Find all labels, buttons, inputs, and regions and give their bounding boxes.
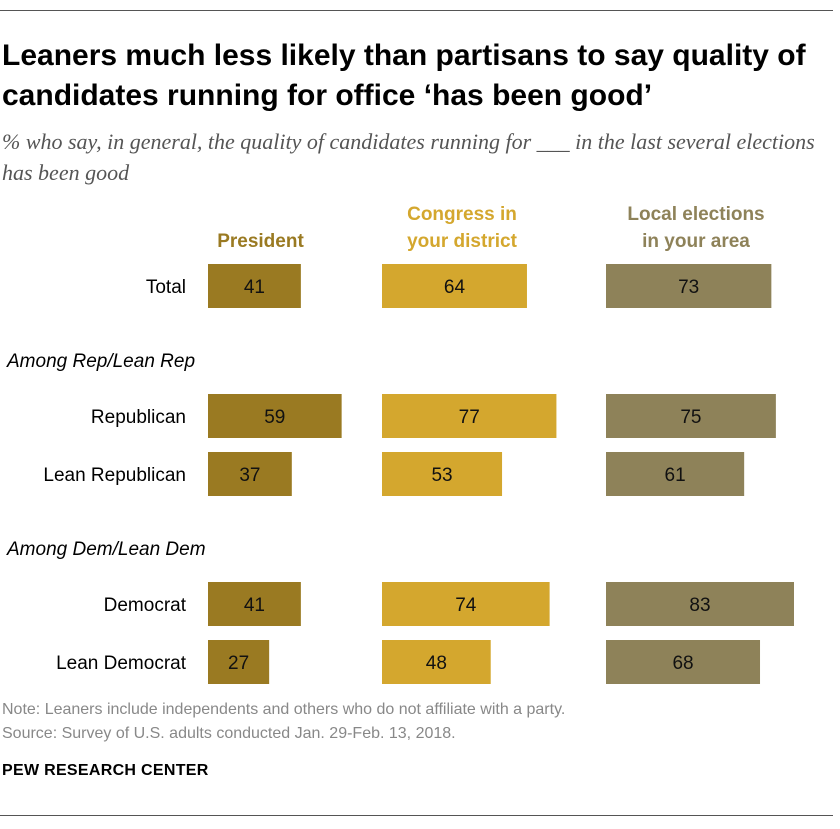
chart-title: Leaners much less likely than partisans … — [2, 39, 806, 112]
group-label-among-rep-lean-rep: Among Rep/Lean Rep — [6, 351, 195, 372]
category-label-republican: Republican — [91, 407, 186, 428]
bar-congress-in-your-district-lean-democrat — [382, 640, 491, 684]
legend-local-elections-in-your-area-line-2: in your area — [642, 231, 750, 252]
bar-congress-in-your-district-lean-republican — [382, 452, 503, 496]
bar-local-elections-in-your-area-democrat — [606, 582, 794, 626]
bar-congress-in-your-district-democrat — [382, 582, 550, 626]
legend-president-line-1: President — [217, 231, 304, 252]
category-label-lean-republican: Lean Republican — [43, 465, 186, 486]
data-label-local-elections-in-your-area-lean-republican: 61 — [665, 465, 686, 486]
data-label-president-republican: 59 — [264, 407, 285, 428]
data-label-president-total: 41 — [244, 277, 265, 298]
bar-local-elections-in-your-area-lean-republican — [606, 452, 745, 496]
data-label-president-lean-republican: 37 — [239, 465, 260, 486]
legend-congress-in-your-district-line-1: Congress in — [407, 204, 517, 225]
category-label-lean-democrat: Lean Democrat — [56, 653, 187, 674]
pew-logo-text: PEW RESEARCH CENTER — [2, 762, 209, 779]
bar-local-elections-in-your-area-total — [606, 264, 772, 308]
legend-congress-in-your-district-line-2: your district — [407, 231, 517, 252]
group-label-among-dem-lean-dem: Among Dem/Lean Dem — [6, 539, 206, 560]
data-label-congress-in-your-district-lean-democrat: 48 — [426, 653, 447, 674]
data-label-local-elections-in-your-area-republican: 75 — [680, 407, 701, 428]
bar-president-lean-republican — [208, 452, 292, 496]
data-label-congress-in-your-district-lean-republican: 53 — [431, 465, 452, 486]
bar-congress-in-your-district-republican — [382, 394, 557, 438]
chart-source: Source: Survey of U.S. adults conducted … — [2, 725, 456, 742]
data-label-local-elections-in-your-area-lean-democrat: 68 — [672, 653, 693, 674]
data-label-congress-in-your-district-total: 64 — [444, 277, 466, 298]
top-rule — [0, 10, 833, 11]
bar-president-republican — [208, 394, 342, 438]
chart-subtitle: % who say, in general, the quality of ca… — [2, 129, 815, 185]
data-label-local-elections-in-your-area-democrat: 83 — [689, 595, 710, 616]
chart-note: Note: Leaners include independents and o… — [2, 701, 566, 718]
data-label-local-elections-in-your-area-total: 73 — [678, 277, 699, 298]
bar-local-elections-in-your-area-republican — [606, 394, 776, 438]
category-label-total: Total — [146, 277, 186, 298]
bar-congress-in-your-district-total — [382, 264, 527, 308]
bottom-rule — [0, 815, 833, 816]
category-label-democrat: Democrat — [104, 595, 187, 616]
data-label-president-lean-democrat: 27 — [228, 653, 249, 674]
bar-president-democrat — [208, 582, 301, 626]
data-label-president-democrat: 41 — [244, 595, 265, 616]
bar-president-total — [208, 264, 301, 308]
bar-chart: President Congress in your district Local e… — [6, 204, 794, 684]
data-label-congress-in-your-district-republican: 77 — [459, 407, 480, 428]
bar-president-lean-democrat — [208, 640, 270, 684]
bar-local-elections-in-your-area-lean-democrat — [606, 640, 761, 684]
legend-local-elections-in-your-area-line-1: Local elections — [627, 204, 764, 225]
data-label-congress-in-your-district-democrat: 74 — [455, 595, 477, 616]
